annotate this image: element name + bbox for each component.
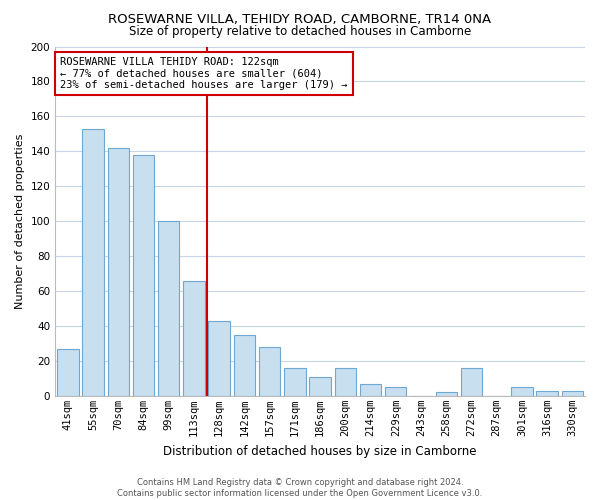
Bar <box>436 392 457 396</box>
Bar <box>335 368 356 396</box>
Bar <box>461 368 482 396</box>
Bar <box>536 390 558 396</box>
Bar <box>284 368 305 396</box>
Bar <box>133 155 154 396</box>
Bar <box>208 321 230 396</box>
Bar <box>310 376 331 396</box>
Y-axis label: Number of detached properties: Number of detached properties <box>15 134 25 309</box>
Bar <box>385 387 406 396</box>
Bar <box>259 347 280 396</box>
Text: ROSEWARNE VILLA, TEHIDY ROAD, CAMBORNE, TR14 0NA: ROSEWARNE VILLA, TEHIDY ROAD, CAMBORNE, … <box>109 12 491 26</box>
Bar <box>158 221 179 396</box>
Text: Contains HM Land Registry data © Crown copyright and database right 2024.
Contai: Contains HM Land Registry data © Crown c… <box>118 478 482 498</box>
Bar <box>82 128 104 396</box>
Bar <box>107 148 129 396</box>
Bar <box>57 348 79 396</box>
Text: Size of property relative to detached houses in Camborne: Size of property relative to detached ho… <box>129 25 471 38</box>
Bar <box>183 280 205 396</box>
Bar <box>360 384 381 396</box>
X-axis label: Distribution of detached houses by size in Camborne: Distribution of detached houses by size … <box>163 444 477 458</box>
Text: ROSEWARNE VILLA TEHIDY ROAD: 122sqm
← 77% of detached houses are smaller (604)
2: ROSEWARNE VILLA TEHIDY ROAD: 122sqm ← 77… <box>61 57 348 90</box>
Bar <box>233 334 255 396</box>
Bar <box>562 390 583 396</box>
Bar <box>511 387 533 396</box>
